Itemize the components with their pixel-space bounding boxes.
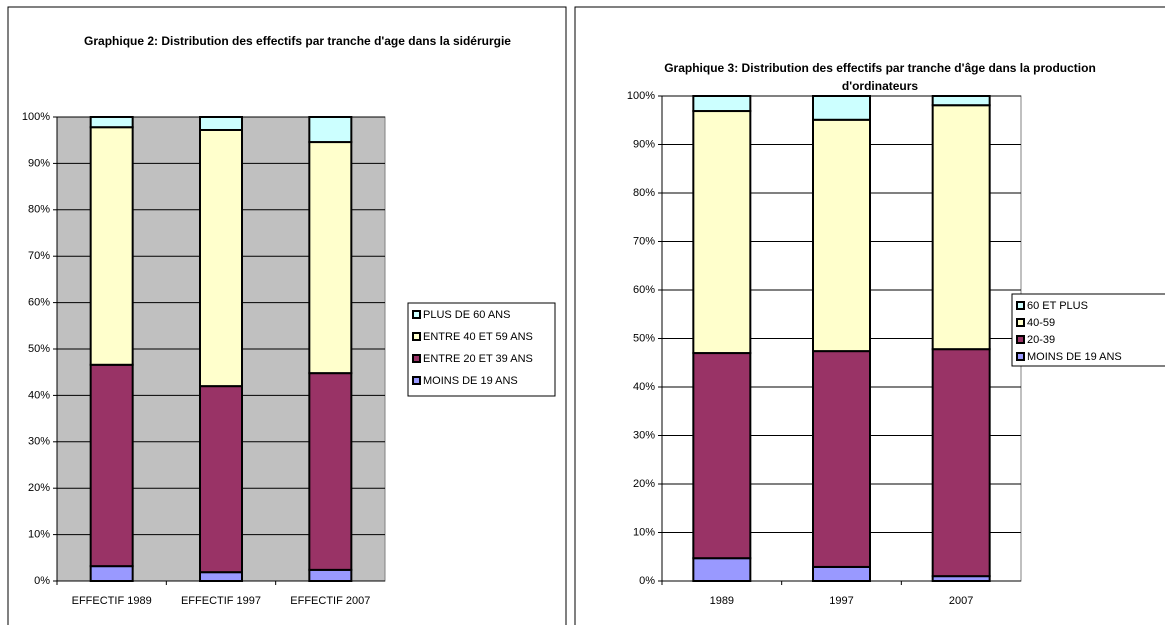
legend-label: MOINS DE 19 ANS [423,375,518,387]
y-tick-label: 0% [639,575,655,587]
y-tick-label: 40% [28,389,50,401]
bar-segment [199,116,243,131]
legend-swatch [412,354,421,363]
bar-segment [199,128,243,388]
bar-segment [812,565,871,582]
x-tick-label: 1997 [829,595,853,607]
legend-label: ENTRE 20 ET 39 ANS [423,353,533,365]
y-tick-label: 80% [28,204,50,216]
bar-segment [692,557,752,583]
bar-segment [199,385,243,574]
legend-swatch [1016,335,1025,344]
y-tick-label: 10% [28,529,50,541]
legend-label: 60 ET PLUS [1027,300,1088,312]
legend-swatch [1016,318,1025,327]
bar-segment [812,118,871,353]
bar-segment [308,141,353,375]
y-tick-label: 30% [28,436,50,448]
y-tick-label: 70% [633,235,655,247]
y-tick-label: 50% [633,332,655,344]
y-tick-label: 90% [28,157,50,169]
y-tick-label: 30% [633,429,655,441]
x-tick-label: 2007 [949,595,973,607]
bar-segment [692,110,752,355]
bar-segment [692,352,752,560]
bar-segment [931,95,991,107]
legend-label: 20-39 [1027,334,1055,346]
y-tick-label: 100% [22,111,50,123]
bar-segment [89,565,134,582]
bar-segment [199,571,243,583]
y-tick-label: 60% [28,297,50,309]
legend-label: PLUS DE 60 ANS [423,309,510,321]
y-tick-label: 20% [28,482,50,494]
x-tick-label: EFFECTIF 2007 [290,595,370,607]
legend-swatch [412,332,421,341]
bar-segment [692,95,752,113]
bar-segment [308,372,353,571]
legend-swatch [412,376,421,385]
legend-swatch [412,310,421,319]
legend-swatch [1016,301,1025,310]
legend-label: 40-59 [1027,317,1055,329]
bar-segment [89,126,134,366]
y-tick-label: 100% [627,90,655,102]
legend-box [407,302,556,397]
x-tick-label: EFFECTIF 1989 [72,595,152,607]
bar-segment [89,363,134,568]
bar-segment [931,348,991,578]
legend-label: ENTRE 40 ET 59 ANS [423,331,533,343]
legend-box [1011,293,1165,367]
y-tick-label: 20% [633,478,655,490]
legend-swatch [1016,352,1025,361]
chart-title: Graphique 2: Distribution des effectifs … [84,34,511,48]
bar-segment [812,95,871,121]
bar-segment [89,116,134,129]
bar-segment [308,116,353,144]
y-tick-label: 80% [633,187,655,199]
y-tick-label: 10% [633,526,655,538]
bar-segment [812,350,871,568]
y-tick-label: 90% [633,138,655,150]
y-tick-label: 0% [34,575,50,587]
y-tick-label: 60% [633,284,655,296]
legend-label: MOINS DE 19 ANS [1027,351,1122,363]
chart-title: Graphique 3: Distribution des effectifs … [664,61,1096,93]
x-tick-label: EFFECTIF 1997 [181,595,261,607]
y-tick-label: 70% [28,250,50,262]
x-tick-label: 1989 [710,595,734,607]
bar-segment [931,104,991,351]
bar-segment [308,568,353,583]
y-tick-label: 50% [28,343,50,355]
y-tick-label: 40% [633,381,655,393]
